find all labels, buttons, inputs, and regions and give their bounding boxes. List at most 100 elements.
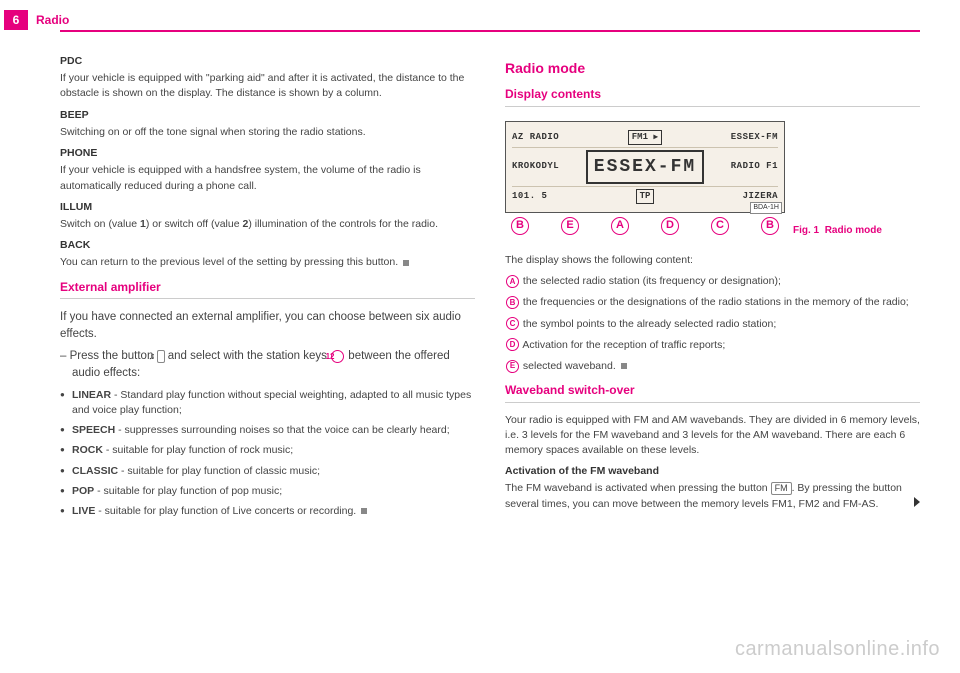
ref-letter: B [506,296,519,309]
lcd-badge: TP [636,189,655,204]
effect-desc: - suitable for play function of classic … [118,465,320,477]
page-header: 6 Radio [60,10,920,32]
waveband-text: Your radio is equipped with FM and AM wa… [505,413,920,459]
fm-key-icon: FM [771,482,792,495]
caption-text: Radio mode [825,225,882,236]
ref-item: A the selected radio station (its freque… [505,274,920,289]
left-column: PDC If your vehicle is equipped with "pa… [60,48,475,527]
effect-name: LIVE [72,505,95,517]
figure-wrap: AZ RADIO FM1 ▶ ESSEX-FM KROKODYL ESSEX-F… [505,117,920,239]
lcd-cell: RADIO F1 [731,160,778,173]
heading-radio-mode: Radio mode [505,58,920,78]
text-pdc: If your vehicle is equipped with "parkin… [60,71,475,101]
callout-letter: C [711,217,729,235]
text-fragment: Switch on (value [60,218,140,230]
lcd-cell: 101. 5 [512,190,547,203]
ref-text: the selected radio station (its frequenc… [520,275,781,287]
heading-pdc: PDC [60,54,475,69]
page-number: 6 [4,10,28,30]
heading-beep: BEEP [60,108,475,123]
ref-item: B the frequencies or the designations of… [505,295,920,310]
ref-text: the frequencies or the designations of t… [520,296,909,308]
ref-item: D Activation for the reception of traffi… [505,338,920,353]
fm-activation-text: The FM waveband is activated when pressi… [505,481,920,511]
text-phone: If your vehicle is equipped with a hands… [60,163,475,193]
list-item: SPEECH - suppresses surrounding noises s… [60,423,475,438]
effect-desc: - suitable for play function of rock mus… [103,444,293,456]
lcd-cell: AZ RADIO [512,131,559,144]
figure-callouts: B E A D C B [505,217,785,235]
text-fragment: You can return to the previous level of … [60,256,398,268]
station-key-ref: 12 [331,350,344,363]
text-fragment: ) or switch off (value [146,218,243,230]
lcd-main-station: ESSEX-FM [586,150,704,184]
ref-item: E selected waveband. [505,359,920,374]
lcd-row: AZ RADIO FM1 ▶ ESSEX-FM [512,128,778,148]
effect-name: ROCK [72,444,103,456]
radio-display-figure: AZ RADIO FM1 ▶ ESSEX-FM KROKODYL ESSEX-F… [505,121,785,213]
ref-text: selected waveband. [520,360,616,372]
effect-name: LINEAR [72,389,111,401]
text-fragment: ) illumination of the controls for the r… [248,218,438,230]
page: 6 Radio PDC If your vehicle is equipped … [0,0,960,547]
effect-desc: - suitable for play function of Live con… [95,505,356,517]
right-column: Radio mode Display contents AZ RADIO FM1… [505,48,920,527]
lcd-cell: KROKODYL [512,160,559,173]
text-fragment: The FM waveband is activated when pressi… [505,482,771,494]
text-back: You can return to the previous level of … [60,255,475,270]
heading-fm-activation: Activation of the FM waveband [505,464,920,479]
heading-display-contents: Display contents [505,86,920,106]
figure-container: AZ RADIO FM1 ▶ ESSEX-FM KROKODYL ESSEX-F… [505,117,785,239]
caption-prefix: Fig. 1 [793,225,819,236]
content-columns: PDC If your vehicle is equipped with "pa… [60,48,920,527]
lcd-cell: ESSEX-FM [731,131,778,144]
text-fragment: FM1 [632,132,648,142]
ref-text: the symbol points to the already selecte… [520,318,776,330]
continue-arrow-icon [914,497,920,507]
list-item: CLASSIC - suitable for play function of … [60,464,475,479]
callout-letter: E [561,217,579,235]
effect-desc: - suppresses surrounding noises so that … [115,424,449,436]
heading-external-amplifier: External amplifier [60,279,475,299]
text-beep: Switching on or off the tone signal when… [60,125,475,140]
lcd-row: 101. 5 TP JIZERA [512,187,778,206]
heading-illum: ILLUM [60,200,475,215]
effects-list: LINEAR - Standard play function without … [60,388,475,520]
section-name: Radio [36,13,69,27]
effect-name: SPEECH [72,424,115,436]
list-item: LIVE - suitable for play function of Liv… [60,504,475,519]
effect-name: POP [72,485,94,497]
text-fragment: – Press the button [60,350,157,362]
effect-name: CLASSIC [72,465,118,477]
text-fragment: and select with the station keys [165,350,331,362]
play-icon: ▶ [653,133,658,142]
ref-item: C the symbol points to the already selec… [505,317,920,332]
end-marker-icon [361,508,367,514]
amplifier-step: – Press the button ♫ and select with the… [72,348,475,381]
list-item: ROCK - suitable for play function of roc… [60,443,475,458]
ref-letter: A [506,275,519,288]
end-marker-icon [621,363,627,369]
lcd-row: KROKODYL ESSEX-FM RADIO F1 [512,148,778,187]
list-item: POP - suitable for play function of pop … [60,484,475,499]
watermark: carmanualsonline.info [735,638,940,661]
figure-code: BDA-1H [750,202,782,214]
music-key-icon: ♫ [157,350,165,363]
display-list-intro: The display shows the following content: [505,253,920,268]
callout-letter: A [611,217,629,235]
heading-back: BACK [60,238,475,253]
heading-phone: PHONE [60,146,475,161]
callout-letter: B [511,217,529,235]
amplifier-intro: If you have connected an external amplif… [60,309,475,342]
ref-letter: C [506,317,519,330]
ref-letter: D [506,338,519,351]
reference-list: A the selected radio station (its freque… [505,274,920,374]
end-marker-icon [403,260,409,266]
list-item: LINEAR - Standard play function without … [60,388,475,418]
heading-waveband: Waveband switch-over [505,382,920,402]
ref-text: Activation for the reception of traffic … [520,339,725,351]
figure-caption: Fig. 1 Radio mode [785,224,882,239]
callout-letter: D [661,217,679,235]
callout-letter: B [761,217,779,235]
lcd-badge: FM1 ▶ [628,130,662,145]
